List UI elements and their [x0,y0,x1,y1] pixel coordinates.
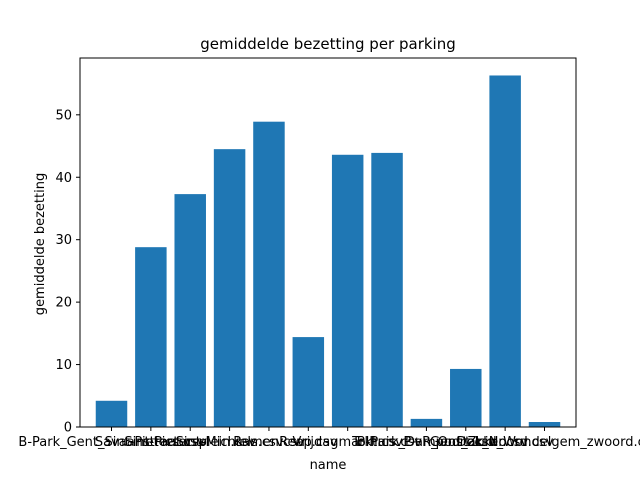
axes-layer [79,57,577,428]
bar-8 [371,152,403,427]
y-tick-label: 0 [64,421,72,436]
bar-7 [331,154,364,427]
x-tick-label: B-Park_Dampoort.csv [357,435,496,450]
x-tick-label: Tolhuis.csv [351,435,422,450]
bar-4 [213,149,246,427]
ticks-layer: 0 10 20 30 40 50 B-Park_Gent_Sint-Pieters.csvS… [18,108,640,450]
bars-layer [95,75,561,427]
x-tick-label: Sint-Michiels.csv [176,435,284,450]
bar-10 [450,368,482,427]
y-axis-label: gemiddelde bezetting [33,173,48,315]
chart-title: gemiddelde bezetting per parking [200,35,456,53]
x-tick-label: P+R_Oostakker.csv [403,435,528,450]
x-tick-label: Sint-Pietersplein.csv [124,435,256,450]
bar-9 [410,418,443,427]
bar-12 [528,422,561,427]
x-tick-label: Dok_Noord.csv [457,435,554,450]
plot-frame [79,57,577,428]
bar-1 [95,400,128,427]
x-tick-label: Reep.csv [279,435,338,450]
x-axis-label: name [310,458,347,473]
y-tick-label: 40 [55,171,72,186]
bar-6 [292,337,325,427]
x-tick-label: Vrijdagmarkt.csv [293,435,404,450]
bar-3 [174,194,206,427]
y-tick-label: 50 [55,108,72,123]
bar-11 [489,75,521,427]
x-tick-label: B-Park_Gent_Sint-Pieters.csv [18,435,204,450]
bar-5 [253,121,285,427]
y-tick-label: 30 [55,233,72,248]
x-tick-label: Savaanstraat.csv [95,435,207,450]
bar-2 [135,247,167,427]
x-tick-label: Gent_Zuid_Wondelgem_zwoord.csv [430,435,640,450]
y-tick-label: 20 [55,296,72,311]
x-tick-label: Ramen.csv [233,435,305,450]
y-tick-label: 10 [55,358,72,373]
